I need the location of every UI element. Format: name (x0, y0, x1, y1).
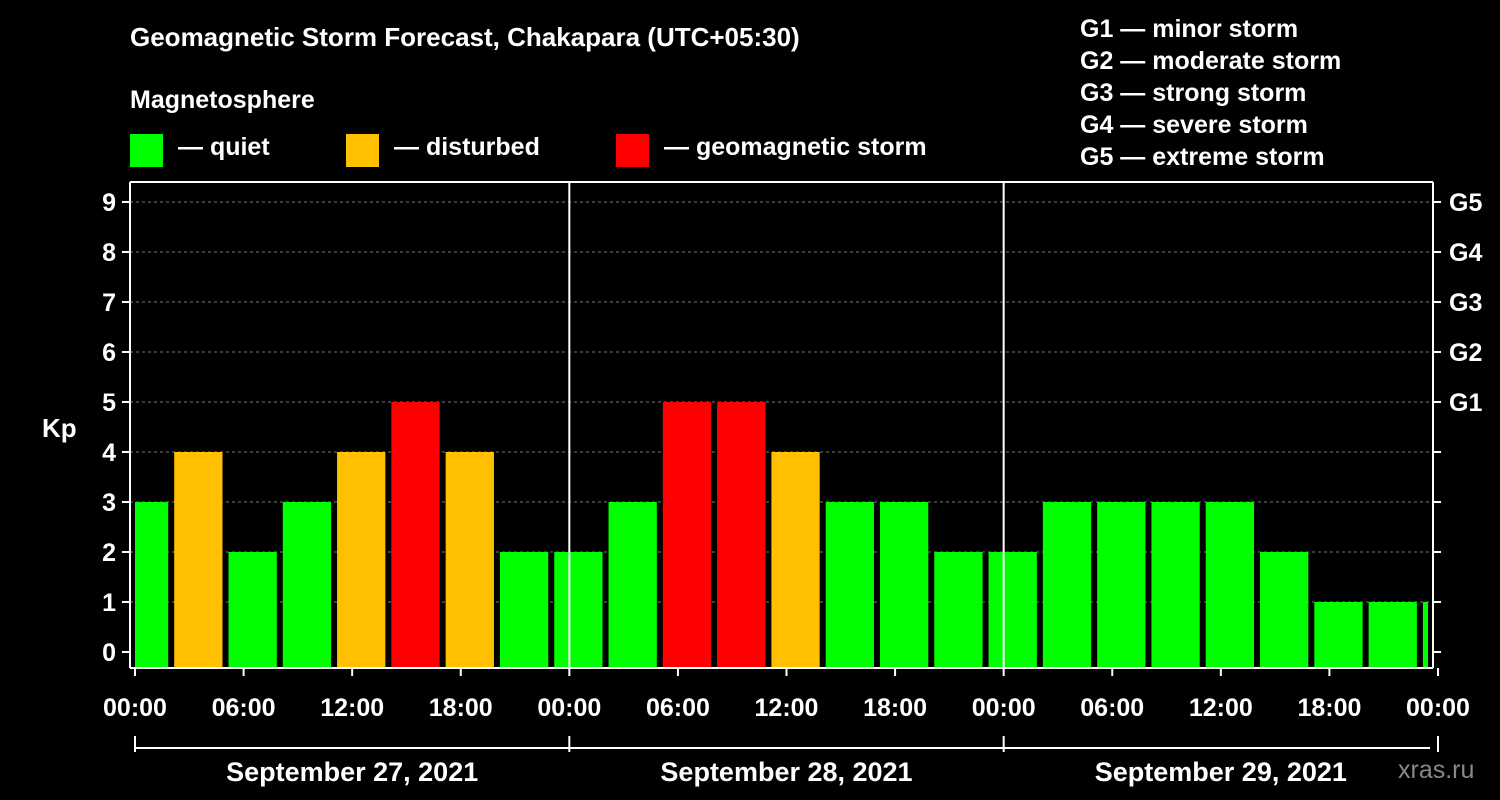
bar (608, 502, 657, 668)
bar (825, 502, 874, 668)
day-label: September 27, 2021 (226, 757, 478, 787)
bar (499, 552, 549, 668)
x-tick-label: 00:00 (972, 694, 1036, 722)
x-tick-label: 06:00 (212, 694, 276, 722)
y-axis-label: Kp (42, 413, 77, 443)
y-tick-label: 8 (102, 239, 116, 267)
storm-legend-g4: G4 — severe storm (1080, 111, 1308, 139)
bar (1097, 502, 1146, 668)
y-tick-label: 5 (102, 389, 116, 417)
chart-title: Geomagnetic Storm Forecast, Chakapara (U… (130, 22, 800, 52)
watermark: xras.ru (1398, 756, 1475, 784)
chart-subtitle: Magnetosphere (130, 86, 315, 114)
bar (1042, 502, 1092, 668)
x-tick-label: 00:00 (537, 694, 601, 722)
g-scale-label: G1 (1449, 389, 1482, 417)
storm-legend-g5: G5 — extreme storm (1080, 143, 1325, 171)
bar (1314, 602, 1363, 668)
x-tick-label: 06:00 (646, 694, 710, 722)
x-tick-label: 12:00 (1189, 694, 1253, 722)
g-scale-label: G2 (1449, 339, 1482, 367)
bar (135, 502, 169, 668)
bar (174, 452, 223, 668)
bar (879, 502, 929, 668)
y-tick-label: 1 (102, 589, 116, 617)
bar (1151, 502, 1200, 668)
y-tick-label: 4 (102, 439, 116, 467)
legend-label-quiet: — quiet (178, 133, 270, 161)
bar (1422, 602, 1428, 668)
y-tick-label: 7 (102, 289, 116, 317)
y-tick-label: 3 (102, 489, 116, 517)
bar (337, 452, 386, 668)
g-scale-label: G3 (1449, 289, 1482, 317)
legend-swatch-storm (616, 134, 649, 167)
storm-legend-g3: G3 — strong storm (1080, 79, 1307, 107)
storm-legend-g2: G2 — moderate storm (1080, 47, 1342, 75)
g-scale-label: G4 (1449, 239, 1482, 267)
bar (554, 552, 603, 668)
g-scale-label: G5 (1449, 189, 1482, 217)
bar (988, 552, 1037, 668)
x-tick-label: 18:00 (863, 694, 927, 722)
bar (1368, 602, 1417, 668)
x-tick-label: 00:00 (1406, 694, 1470, 722)
y-tick-label: 9 (102, 189, 116, 217)
x-tick-label: 18:00 (429, 694, 493, 722)
y-tick-label: 0 (102, 639, 116, 667)
bar (391, 402, 440, 668)
bar (445, 452, 494, 668)
x-tick-label: 06:00 (1080, 694, 1144, 722)
bar (771, 452, 820, 668)
legend-swatch-quiet (130, 134, 163, 167)
bar (662, 402, 712, 668)
day-label: September 28, 2021 (660, 757, 912, 787)
x-tick-label: 12:00 (320, 694, 384, 722)
storm-legend-g1: G1 — minor storm (1080, 15, 1299, 43)
y-tick-label: 6 (102, 339, 116, 367)
legend-swatch-disturbed (346, 134, 379, 167)
y-tick-label: 2 (102, 539, 116, 567)
x-tick-label: 12:00 (755, 694, 819, 722)
legend-label-disturbed: — disturbed (394, 133, 540, 161)
bar (1205, 502, 1255, 668)
bar (282, 502, 332, 668)
x-tick-label: 18:00 (1297, 694, 1361, 722)
bar (717, 402, 766, 668)
bar (934, 552, 983, 668)
x-tick-label: 00:00 (103, 694, 167, 722)
bar (228, 552, 277, 668)
bar (1260, 552, 1309, 668)
legend-label-storm: — geomagnetic storm (664, 133, 927, 161)
day-label: September 29, 2021 (1095, 757, 1347, 787)
